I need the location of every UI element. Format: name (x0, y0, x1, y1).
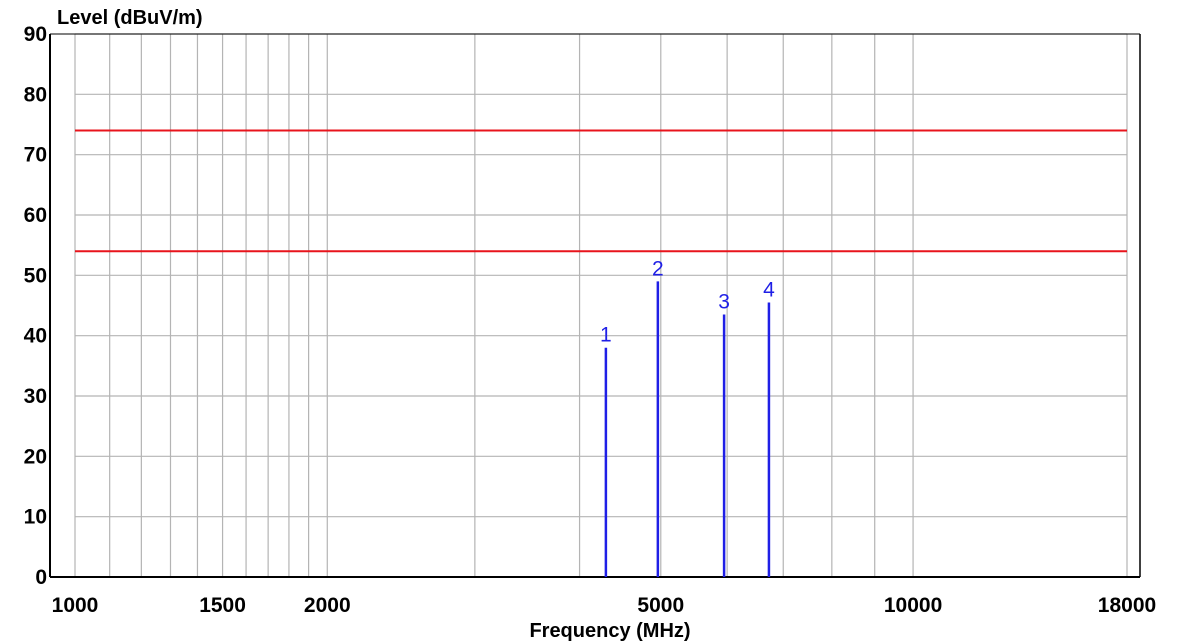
y-tick-label: 60 (24, 204, 47, 227)
y-axis-title: Level (dBuV/m) (57, 7, 203, 29)
x-tick-labels: 1000 1500 2000 5000 10000 18000 (52, 594, 1157, 617)
y-tick-label: 0 (35, 566, 47, 589)
x-axis-title: Frequency (MHz) (529, 620, 690, 642)
y-tick-label: 70 (24, 144, 47, 167)
x-tick-label: 18000 (1098, 594, 1156, 617)
y-tick-label: 90 (24, 23, 47, 46)
y-tick-label: 30 (24, 385, 47, 408)
x-tick-label: 2000 (304, 594, 351, 617)
grid (74, 33, 1128, 578)
limit-lines (75, 129, 1127, 253)
marker-label: 1 (600, 324, 612, 347)
x-tick-label: 1500 (199, 594, 246, 617)
y-tick-label: 40 (24, 325, 47, 348)
y-tick-label: 50 (24, 264, 47, 287)
plot-frame (49, 33, 1141, 578)
x-tick-label: 1000 (52, 594, 99, 617)
marker-label: 3 (718, 291, 730, 314)
y-tick-label: 10 (24, 506, 47, 529)
x-tick-label: 10000 (884, 594, 942, 617)
x-tick-label: 5000 (637, 594, 684, 617)
markers: 1 2 3 4 (600, 257, 775, 577)
y-tick-label: 20 (24, 445, 47, 468)
y-tick-label: 80 (24, 83, 47, 106)
marker-label: 2 (652, 257, 664, 280)
y-tick-labels: 0 10 20 30 40 50 60 70 80 90 (24, 23, 47, 589)
marker-label: 4 (763, 278, 775, 301)
